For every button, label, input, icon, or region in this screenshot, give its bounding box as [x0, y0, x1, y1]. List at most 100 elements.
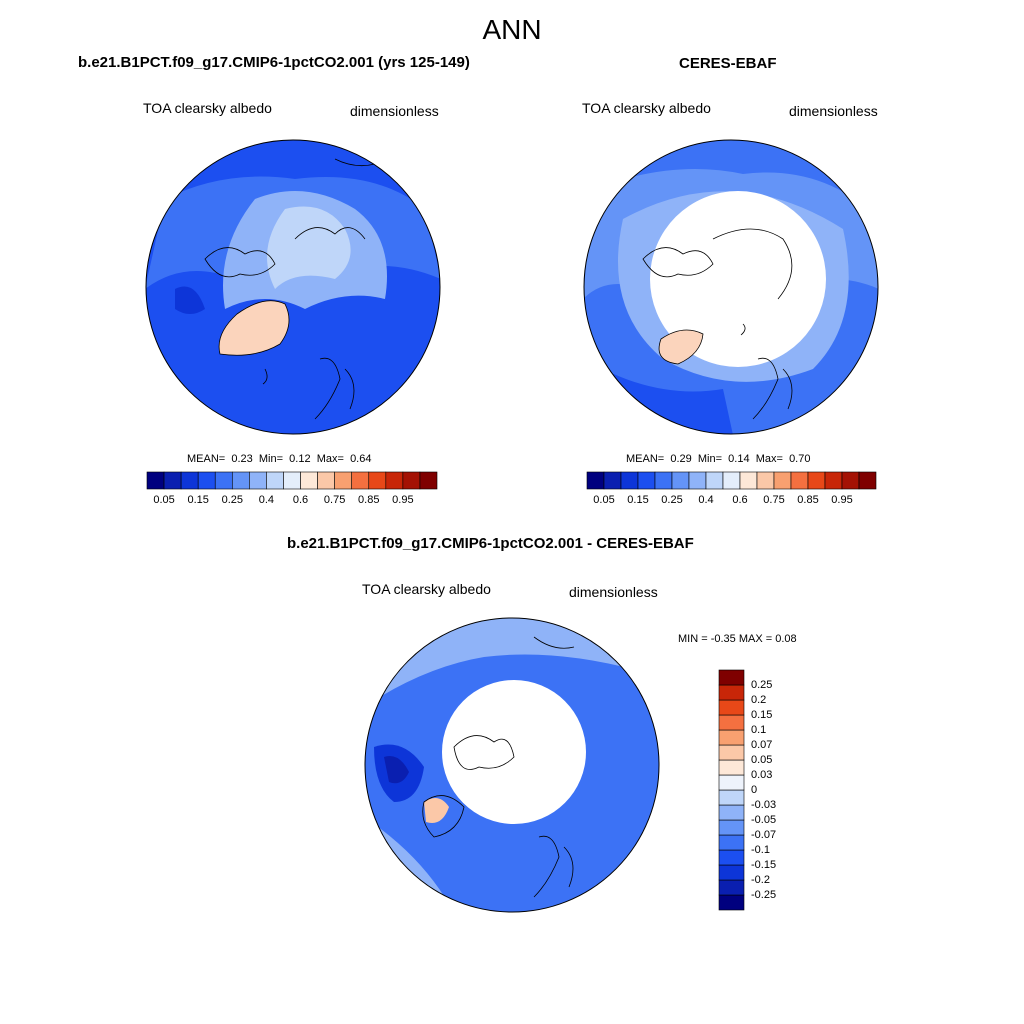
colorbar-tick-label: 0.6: [732, 494, 748, 506]
colorbar-swatch: [266, 471, 284, 490]
missing-data-region: [442, 680, 586, 824]
colorbar-swatch: [146, 471, 165, 490]
colorbar-swatch: [654, 471, 673, 490]
colorbar-swatch: [718, 819, 745, 836]
colorbar-swatch: [718, 729, 745, 746]
colorbar-tick-label: 0.75: [763, 494, 785, 506]
colorbar-tick-label: 0.4: [258, 494, 275, 506]
colorbar-tick-label: 0.05: [153, 494, 175, 506]
colorbar-swatch: [334, 471, 353, 490]
colorbar-tick-label: 0.75: [323, 494, 346, 506]
colorbar-swatch: [718, 789, 745, 806]
panel2-title: CERES-EBAF: [679, 55, 777, 72]
colorbar-swatch: [163, 471, 182, 490]
colorbar-tick-label: 0.15: [751, 709, 773, 721]
colorbar-tick-label: 0.85: [358, 494, 380, 506]
map-border: [145, 139, 441, 435]
arctic-ice-core: [267, 206, 351, 289]
colorbar-swatch: [718, 804, 745, 821]
colorbar-swatch: [197, 471, 216, 490]
panel1-colorbar-ticks: 0.05 0.15 0.25 0.4 0.6 0.75 0.85 0.95: [147, 494, 437, 508]
colorbar-tick-label: 0.05: [593, 494, 615, 506]
panel1-units: dimensionless: [350, 103, 439, 119]
colorbar-swatch: [718, 669, 745, 686]
colorbar-swatch: [419, 471, 438, 490]
colorbar-swatch: [718, 834, 745, 851]
panel1-variable: TOA clearsky albedo: [143, 100, 272, 116]
missing-data-region: [650, 191, 826, 367]
colorbar-tick-label: -0.1: [751, 844, 770, 856]
panel2-units: dimensionless: [789, 103, 878, 119]
diff-range: MIN = -0.35 MAX = 0.08: [678, 633, 797, 645]
colorbar-tick-label: -0.25: [751, 889, 777, 901]
colorbar-tick-label: -0.2: [751, 874, 770, 886]
colorbar-tick-label: 0.95: [831, 494, 853, 506]
greenland-high-albedo: [658, 329, 704, 365]
colorbar-tick-label: 0.05: [751, 754, 773, 766]
colorbar-swatch: [756, 471, 775, 490]
colorbar-tick-label: -0.07: [751, 829, 777, 841]
colorbar-swatch: [722, 471, 741, 490]
diff-title: b.e21.B1PCT.f09_g17.CMIP6-1pctCO2.001 - …: [287, 535, 694, 552]
colorbar-swatch: [368, 471, 387, 490]
colorbar-swatch: [841, 471, 860, 490]
panel1-title: b.e21.B1PCT.f09_g17.CMIP6-1pctCO2.001 (y…: [78, 54, 470, 71]
colorbar-swatch: [385, 471, 404, 490]
panel1-colorbar: [146, 471, 438, 490]
colorbar-swatch: [637, 471, 656, 490]
diff-variable: TOA clearsky albedo: [362, 581, 491, 597]
positive-diff-patch: [424, 798, 449, 823]
colorbar-tick-label: -0.15: [751, 859, 777, 871]
colorbar-tick-label: -0.05: [751, 814, 777, 826]
panel2-stats: MEAN= 0.29 Min= 0.14 Max= 0.70: [626, 453, 811, 465]
colorbar-swatch: [231, 471, 250, 490]
colorbar-tick-label: 0.6: [292, 494, 309, 506]
colorbar-swatch: [824, 471, 843, 490]
panel2-colorbar: [586, 471, 877, 490]
colorbar-swatch: [718, 879, 745, 896]
colorbar-swatch: [688, 471, 707, 490]
colorbar-tick-label: -0.03: [751, 799, 777, 811]
colorbar-swatch: [351, 471, 370, 490]
colorbar-swatch: [718, 759, 745, 776]
colorbar-swatch: [180, 471, 199, 490]
colorbar-swatch: [705, 471, 724, 490]
panel2-polar-map: [583, 139, 879, 435]
colorbar-swatch: [317, 471, 335, 490]
panel2-colorbar-ticks: 0.05 0.15 0.25 0.4 0.6 0.75 0.85 0.95: [587, 494, 876, 508]
map-border: [364, 617, 660, 913]
colorbar-tick-label: 0.25: [221, 494, 243, 506]
coastlines: [204, 158, 376, 420]
diff-polar-map: [364, 617, 660, 913]
colorbar-tick-label: 0: [751, 784, 758, 796]
colorbar-swatch: [718, 774, 745, 791]
colorbar-swatch: [807, 471, 826, 490]
panel2-variable: TOA clearsky albedo: [582, 100, 711, 116]
colorbar-swatch: [249, 471, 267, 490]
colorbar-swatch: [603, 471, 622, 490]
main-title: ANN: [482, 14, 542, 45]
colorbar-tick-label: 0.07: [751, 739, 773, 751]
colorbar-swatch: [718, 864, 745, 881]
colorbar-tick-label: 0.85: [797, 494, 819, 506]
colorbar-tick-label: 0.95: [392, 494, 414, 506]
colorbar-swatch: [718, 849, 745, 866]
colorbar-swatch: [283, 471, 301, 490]
colorbar-swatch: [671, 471, 690, 490]
colorbar-swatch: [214, 471, 233, 490]
colorbar-swatch: [790, 471, 809, 490]
colorbar-swatch: [718, 744, 745, 761]
colorbar-swatch: [739, 471, 758, 490]
diff-units: dimensionless: [569, 584, 658, 600]
diff-colorbar: [718, 669, 745, 911]
colorbar-tick-label: 0.15: [627, 494, 649, 506]
colorbar-tick-label: 0.25: [751, 679, 773, 691]
colorbar-swatch: [300, 471, 318, 490]
low-albedo-patch: [175, 286, 205, 314]
colorbar-swatch: [718, 684, 745, 701]
panel1-stats: MEAN= 0.23 Min= 0.12 Max= 0.64: [187, 453, 372, 465]
colorbar-tick-label: 0.2: [751, 694, 767, 706]
coastlines: [422, 636, 575, 898]
colorbar-swatch: [773, 471, 792, 490]
colorbar-swatch: [718, 714, 745, 731]
